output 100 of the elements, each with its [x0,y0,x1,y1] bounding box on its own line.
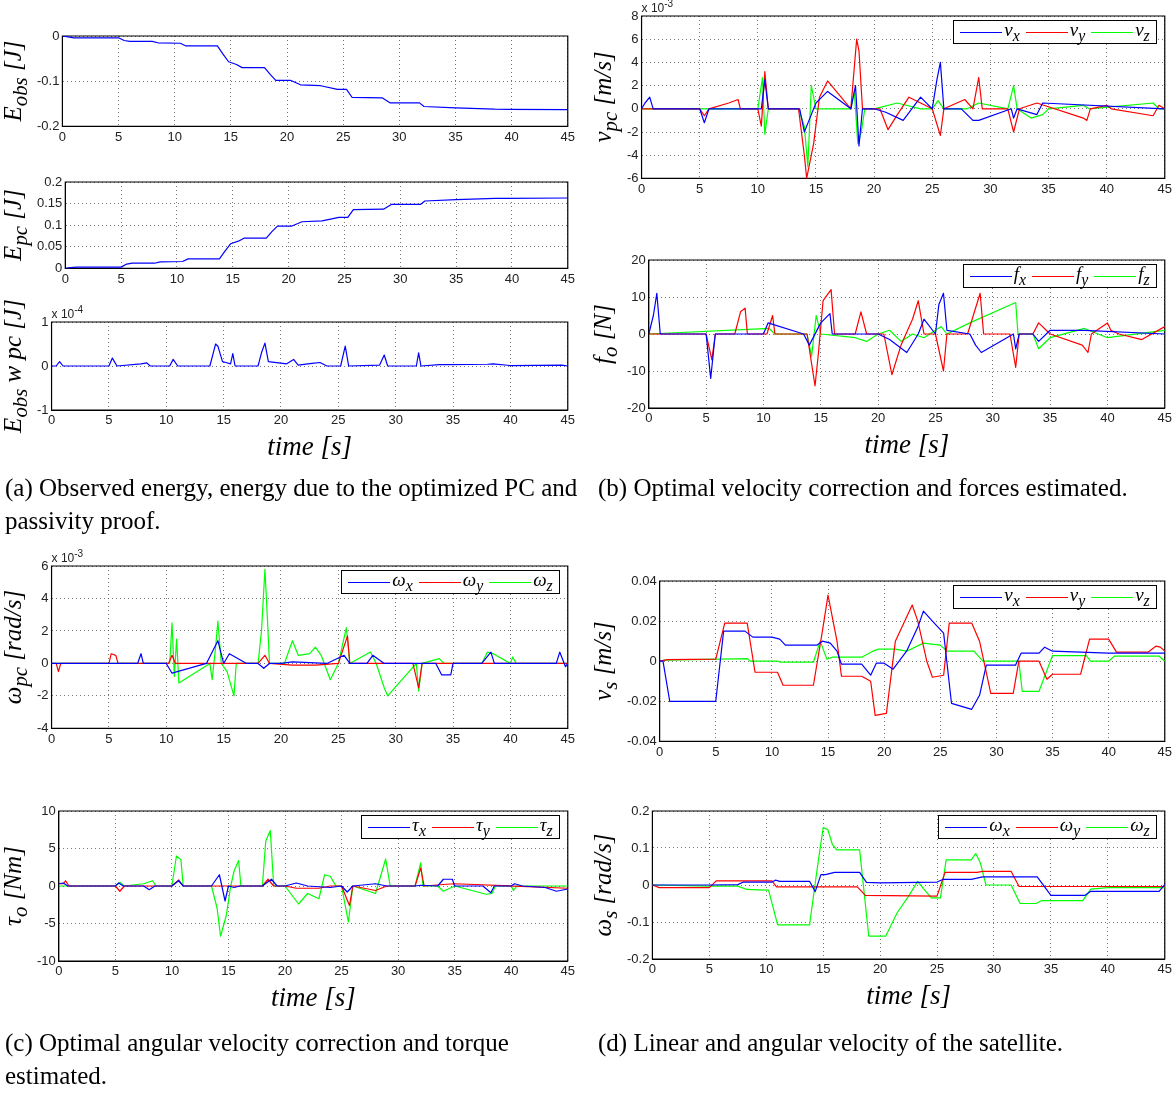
y-tick-label: -10 [626,362,646,378]
y-tick-label: -2 [37,687,49,703]
y-tick-label: -0.1 [36,72,60,88]
text: x 10$^{-4}$ [51,304,84,321]
x-tick-label: 35 [445,412,461,428]
x-tick-label: 25 [925,180,940,196]
y-tick-label: 0.1 [631,839,650,855]
x-tick-label: 25 [335,128,351,144]
x-tick-label: 40 [1100,410,1115,426]
x-tick-label: 40 [503,963,519,979]
x-tick-label: 10 [159,412,174,428]
x-tick-label: 30 [388,412,403,428]
y-tick-label: -0.2 [626,950,650,966]
text: (d) Linear and angular velocity of the satellite. [598,1028,1065,1059]
y-tick-label: 0.2 [631,802,650,818]
y-tick-label: 0 [649,652,657,668]
x-tick-label: 45 [560,963,575,979]
x-tick-label: 10 [756,410,771,426]
x-axis-title: time [s] [267,430,353,461]
legend-label: v$_{z}$ [1135,584,1150,610]
y-tick-label: 0 [48,877,56,893]
y-tick-label: 0 [41,357,49,373]
x-tick-label: 45 [560,412,575,428]
x-tick-label: 20 [866,180,882,196]
y-tick-label: -0.02 [626,692,657,708]
legend-label: v$_{x}$ [1004,584,1020,610]
x-tick-label: 45 [1157,410,1172,426]
x-axis-title: time [s] [866,979,951,1010]
x-tick-label: 15 [225,270,241,286]
x-tick-label: 20 [273,412,289,428]
x-tick-label: 30 [985,410,1001,426]
y-tick-label: 20 [631,251,646,267]
x-tick-label: 25 [929,961,945,977]
x-tick-label: 40 [504,128,519,144]
y-tick-label: 0.2 [44,173,63,189]
x-tick-label: 15 [815,961,831,977]
x-tick-label: 30 [392,128,407,144]
x-tick-label: 25 [337,270,352,286]
y-tick-label: 0 [41,655,49,671]
legend-label: ω$_{y}$ [1059,814,1081,840]
legend-label: τ$_{x}$ [412,814,426,840]
x-tick-label: 5 [114,128,123,144]
y-tick-label: 4 [631,53,639,69]
x-tick-label: 40 [504,270,520,286]
text: x 10$^{-3}$ [641,0,674,15]
y-tick-label: -0.2 [36,117,60,133]
x-tick-label: 35 [1041,180,1056,196]
x-tick-label: 15 [216,730,231,746]
x-tick-label: 20 [870,410,886,426]
y-tick-label: 1 [41,313,49,329]
y-tick-label: -1 [37,401,49,417]
x-tick-label: 40 [503,412,518,428]
x-tick-label: 35 [448,128,463,144]
x-tick-label: 40 [503,730,518,746]
x-tick-label: 15 [808,180,824,196]
legend-label: f$_{y}$ [1076,263,1089,289]
x-tick-label: 5 [105,730,113,746]
x-tick-label: 20 [872,961,888,977]
y-tick-label: 0.05 [36,238,63,254]
y-tick-label: 0 [642,876,650,892]
y-tick-label: -0.1 [626,913,650,929]
legend-label: v$_{y}$ [1069,19,1086,45]
x-tick-label: 45 [1157,743,1172,759]
x-tick-label: 25 [334,963,349,979]
x-tick-label: 30 [388,730,403,746]
x-tick-label: 5 [117,270,125,286]
y-tick-label: 6 [631,30,639,46]
x-tick-label: 10 [750,180,766,196]
y-tick-label: 0 [52,27,60,43]
x-tick-label: 25 [933,743,948,759]
x-tick-label: 5 [105,412,113,428]
legend-label: ω$_{z}$ [1130,814,1150,840]
x-tick-label: 20 [279,128,295,144]
x-tick-label: 10 [159,730,174,746]
x-tick-label: 15 [221,963,236,979]
x-tick-label: 35 [445,730,461,746]
y-tick-label: 0 [631,100,639,116]
x-tick-label: 35 [1042,410,1058,426]
y-tick-label: 4 [41,590,49,606]
x-axis-title: time [s] [270,981,356,1012]
x-tick-label: 45 [1157,180,1172,196]
legend-label: ω$_{x}$ [392,569,413,595]
x-tick-label: 20 [273,730,289,746]
y-tick-label: 10 [41,802,56,818]
legend-label: v$_{z}$ [1135,19,1150,45]
x-tick-label: 45 [560,270,575,286]
y-tick-label: 0.04 [631,572,657,588]
x-tick-label: 15 [820,743,836,759]
x-tick-label: 15 [223,128,239,144]
legend-label: τ$_{y}$ [475,814,490,840]
x-tick-label: 10 [169,270,185,286]
x-tick-label: 25 [928,410,943,426]
x-tick-label: 30 [393,270,408,286]
y-tick-label: 0.1 [44,216,63,232]
text: (b) Optimal velocity correction and forces estimated. [598,473,1129,504]
text: x 10$^{-3}$ [51,548,84,565]
y-tick-label: -5 [44,915,56,931]
x-tick-label: 20 [277,963,293,979]
y-tick-label: 2 [41,622,49,638]
x-tick-label: 15 [813,410,829,426]
